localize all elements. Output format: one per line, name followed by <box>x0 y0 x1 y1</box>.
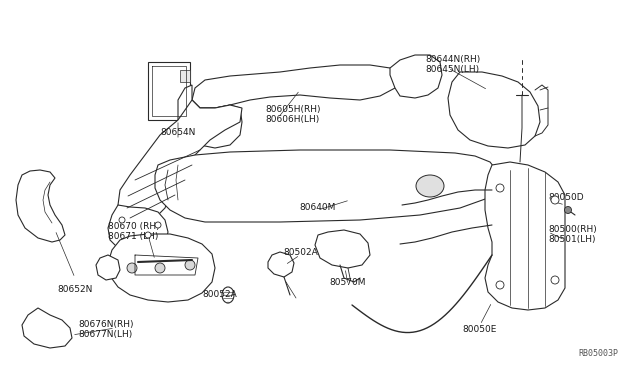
Text: 80644N(RH)
80645N(LH): 80644N(RH) 80645N(LH) <box>425 55 480 74</box>
Ellipse shape <box>155 222 161 228</box>
Ellipse shape <box>564 206 572 214</box>
Ellipse shape <box>119 217 125 223</box>
Ellipse shape <box>496 281 504 289</box>
Text: 80050D: 80050D <box>548 193 584 202</box>
Polygon shape <box>315 230 370 268</box>
Ellipse shape <box>551 196 559 204</box>
Polygon shape <box>148 62 190 120</box>
Polygon shape <box>178 85 242 148</box>
Ellipse shape <box>155 263 165 273</box>
Text: 80605H(RH)
80606H(LH): 80605H(RH) 80606H(LH) <box>265 105 321 124</box>
Polygon shape <box>155 150 498 222</box>
Ellipse shape <box>127 263 137 273</box>
Text: 80052A: 80052A <box>203 290 237 299</box>
Ellipse shape <box>222 287 234 303</box>
Text: 80652N: 80652N <box>58 285 93 294</box>
Polygon shape <box>108 234 215 302</box>
Text: 80654N: 80654N <box>160 128 196 137</box>
Text: RB05003P: RB05003P <box>578 349 618 358</box>
Polygon shape <box>96 255 120 280</box>
Text: 80670 (RH)
80671 (LH): 80670 (RH) 80671 (LH) <box>108 222 159 241</box>
Ellipse shape <box>145 232 151 238</box>
Polygon shape <box>485 162 565 310</box>
Polygon shape <box>180 70 190 82</box>
Polygon shape <box>108 205 168 255</box>
Polygon shape <box>448 72 540 148</box>
Text: 80050E: 80050E <box>463 325 497 334</box>
Polygon shape <box>22 308 72 348</box>
Text: 80502A: 80502A <box>283 248 317 257</box>
Polygon shape <box>192 65 400 108</box>
Ellipse shape <box>416 175 444 197</box>
Text: 80640M: 80640M <box>300 203 336 212</box>
Polygon shape <box>268 252 294 277</box>
Text: 80676N(RH)
80677N(LH): 80676N(RH) 80677N(LH) <box>78 320 134 339</box>
Polygon shape <box>118 100 242 220</box>
Polygon shape <box>390 55 442 98</box>
Polygon shape <box>16 170 65 242</box>
Ellipse shape <box>551 276 559 284</box>
Text: 80500(RH)
80501(LH): 80500(RH) 80501(LH) <box>548 225 596 244</box>
Text: 80570M: 80570M <box>330 278 366 287</box>
Ellipse shape <box>496 184 504 192</box>
Ellipse shape <box>185 260 195 270</box>
